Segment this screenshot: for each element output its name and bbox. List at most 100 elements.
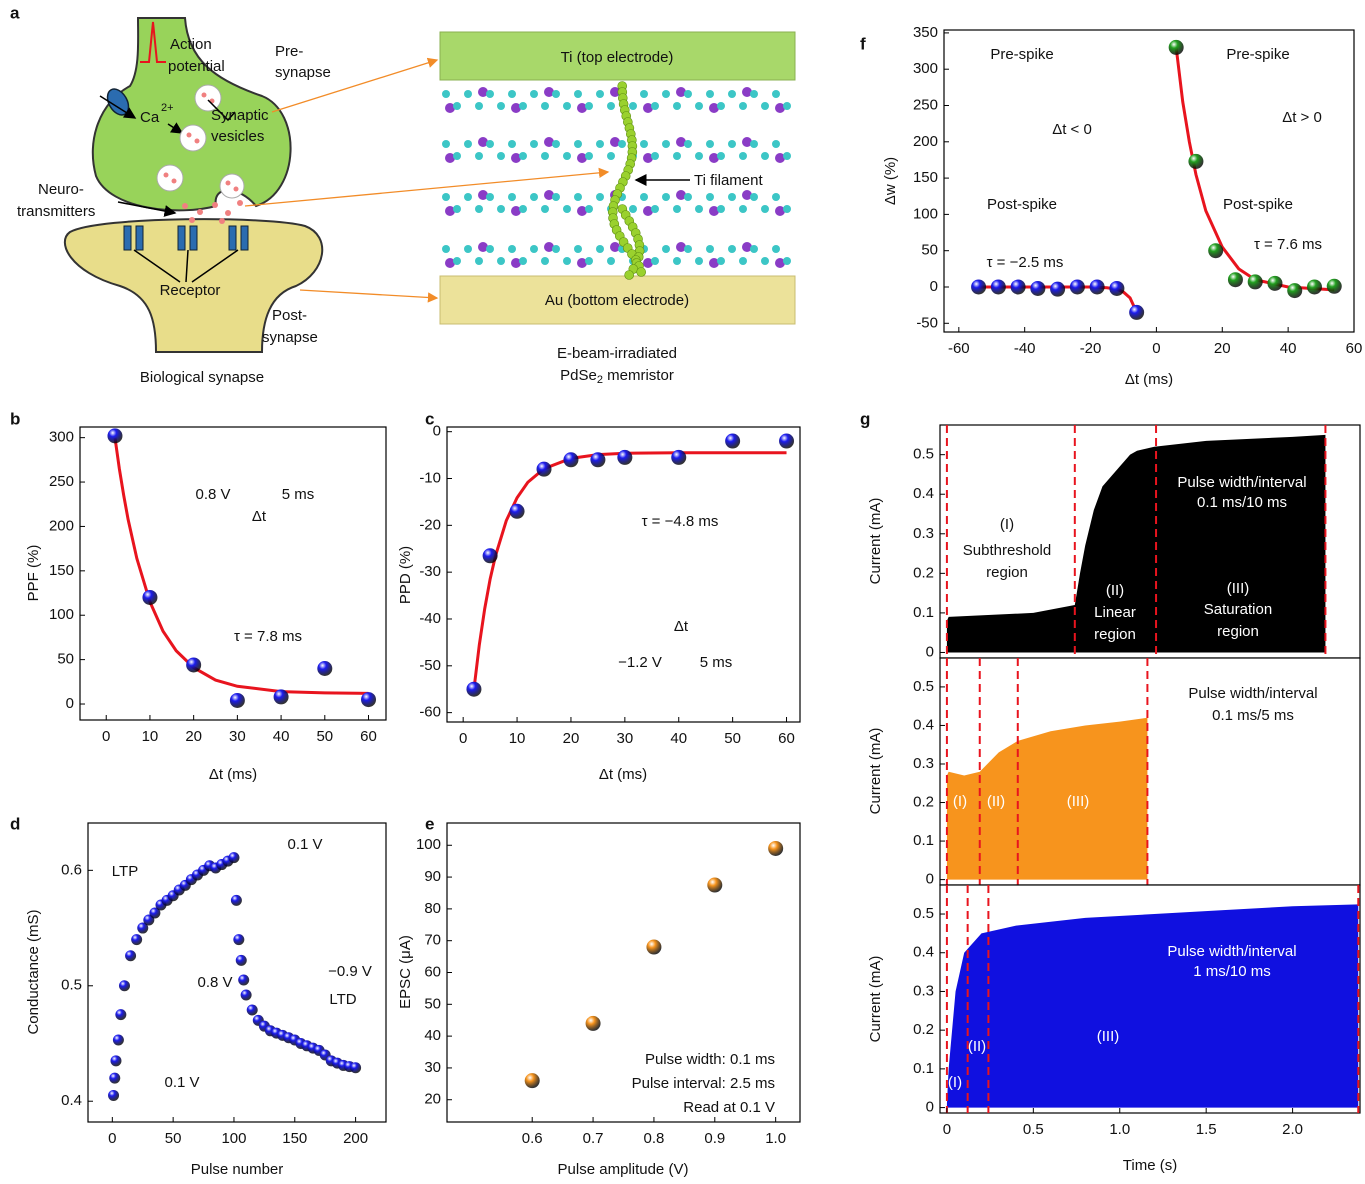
- atom: [673, 102, 681, 110]
- caption: E-beam-irradiated: [557, 345, 677, 362]
- y-tick-label: 0: [66, 695, 74, 712]
- annotation: region: [1217, 623, 1259, 640]
- atom: [497, 257, 505, 265]
- y-tick-label: 0.4: [913, 944, 934, 961]
- x-tick-label: 20: [185, 728, 202, 745]
- data-point: [525, 1073, 540, 1088]
- atom: [585, 205, 593, 213]
- y-axis-title: Current (mA): [867, 728, 884, 815]
- atom: [464, 90, 472, 98]
- x-tick-label: 40: [1280, 340, 1297, 357]
- caption: PdSe2 memristor: [560, 367, 674, 386]
- data-point: [671, 450, 686, 465]
- atom: [552, 193, 560, 201]
- y-tick-label: 150: [49, 562, 74, 579]
- annotation: 5 ms: [282, 486, 315, 503]
- x-tick-label: 0.7: [583, 1130, 604, 1147]
- data-point: [110, 1055, 121, 1066]
- annotation: (III): [1227, 580, 1250, 597]
- annotation: Post-spike: [1223, 196, 1293, 213]
- atom: [750, 245, 758, 253]
- panel-label: d: [10, 814, 20, 833]
- label: synapse: [275, 64, 331, 81]
- data-point: [1228, 272, 1243, 287]
- data-point: [563, 452, 578, 467]
- y-axis-title: Current (mA): [867, 498, 884, 585]
- atom: [475, 152, 483, 160]
- y-axis-title: PPF (%): [25, 545, 42, 602]
- data-point: [483, 548, 498, 563]
- figure: 0501001502002503000102030405060-60-50-40…: [0, 0, 1365, 1184]
- atom: [750, 193, 758, 201]
- data-point: [1188, 154, 1203, 169]
- atom: [761, 102, 769, 110]
- y-tick-label: 50: [424, 995, 441, 1012]
- atom: [761, 152, 769, 160]
- atom: [574, 245, 582, 253]
- atom: [453, 152, 461, 160]
- atom: [519, 205, 527, 213]
- atom: [739, 102, 747, 110]
- atom: [761, 205, 769, 213]
- data-point: [1169, 40, 1184, 55]
- label: synapse: [262, 329, 318, 346]
- data-point: [590, 452, 605, 467]
- annotation: (II): [987, 793, 1005, 810]
- atom: [706, 90, 714, 98]
- data-point: [241, 990, 252, 1001]
- y-tick-label: 30: [424, 1059, 441, 1076]
- annotation: Pulse width: 0.1 ms: [645, 1051, 775, 1068]
- label: transmitters: [17, 203, 95, 220]
- y-tick-label: 0.4: [61, 1092, 82, 1109]
- y-tick-label: 100: [416, 836, 441, 853]
- x-tick-label: 0.9: [704, 1130, 725, 1147]
- data-point: [247, 1005, 258, 1016]
- atom: [585, 102, 593, 110]
- atom: [607, 152, 615, 160]
- atom: [486, 245, 494, 253]
- atom: [706, 140, 714, 148]
- atom: [596, 140, 604, 148]
- atom: [728, 245, 736, 253]
- atom: [706, 245, 714, 253]
- y-tick-label: 200: [49, 517, 74, 534]
- atom: [629, 102, 637, 110]
- y-tick-label: 0: [930, 278, 938, 295]
- x-tick-label: 1.0: [765, 1130, 786, 1147]
- atom: [684, 245, 692, 253]
- x-tick-label: 30: [617, 730, 634, 747]
- atom: [706, 193, 714, 201]
- panel-label: c: [425, 409, 434, 428]
- x-axis-title: Pulse number: [191, 1161, 284, 1178]
- x-tick-label: 20: [563, 730, 580, 747]
- x-tick-label: 30: [229, 728, 246, 745]
- atom: [585, 152, 593, 160]
- atom: [607, 102, 615, 110]
- annotation: −1.2 V: [618, 654, 662, 671]
- annotation: Linear: [1094, 604, 1136, 621]
- y-tick-label: -40: [419, 610, 441, 627]
- x-tick-label: 2.0: [1282, 1121, 1303, 1138]
- data-point: [109, 1073, 120, 1084]
- data-point: [1011, 279, 1026, 294]
- y-tick-label: 0.1: [913, 832, 934, 849]
- x-axis-title: Δt (ms): [599, 766, 647, 783]
- x-axis-title: Time (s): [1123, 1157, 1177, 1174]
- panel-label: f: [860, 34, 866, 53]
- data-point: [1248, 274, 1263, 289]
- annotation: Post-spike: [987, 196, 1057, 213]
- y-tick-label: 0.5: [61, 977, 82, 994]
- atom: [596, 245, 604, 253]
- atom: [761, 257, 769, 265]
- data-point: [350, 1062, 361, 1073]
- atom: [530, 140, 538, 148]
- atom: [464, 193, 472, 201]
- data-point: [1129, 305, 1144, 320]
- data-point: [125, 950, 136, 961]
- y-tick-label: 200: [913, 133, 938, 150]
- atom: [673, 257, 681, 265]
- atom: [497, 205, 505, 213]
- annotation: Pulse width/interval: [1167, 943, 1296, 960]
- panel-label: a: [10, 3, 20, 22]
- annotation: region: [986, 564, 1028, 581]
